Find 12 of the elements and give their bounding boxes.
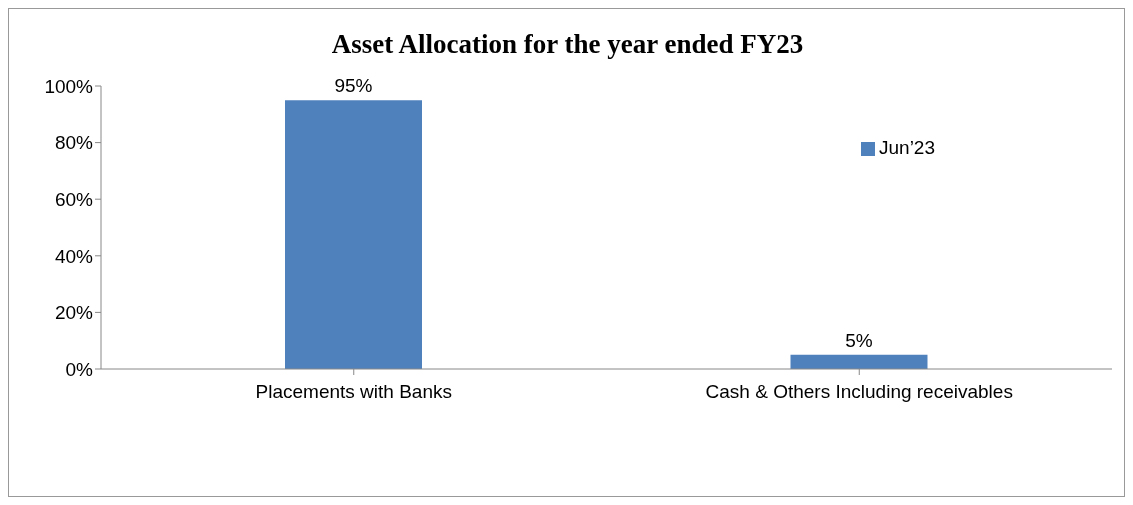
data-label: 95% (334, 75, 373, 97)
y-tick-label: 20% (54, 302, 94, 324)
y-tick-label: 40% (54, 245, 94, 267)
y-tick-label: 60% (54, 188, 94, 210)
chart-title: Asset Allocation for the year ended FY23 (330, 29, 805, 60)
legend-label: Jun’23 (879, 137, 935, 158)
x-tick-label: Cash & Others Including receivables (705, 381, 1013, 403)
data-label: 5% (845, 329, 873, 351)
x-tick-label: Placements with Banks (255, 381, 452, 403)
y-tick-label: 0% (65, 358, 94, 380)
y-tick-label: 80% (54, 132, 94, 154)
y-tick-label: 100% (44, 75, 94, 97)
